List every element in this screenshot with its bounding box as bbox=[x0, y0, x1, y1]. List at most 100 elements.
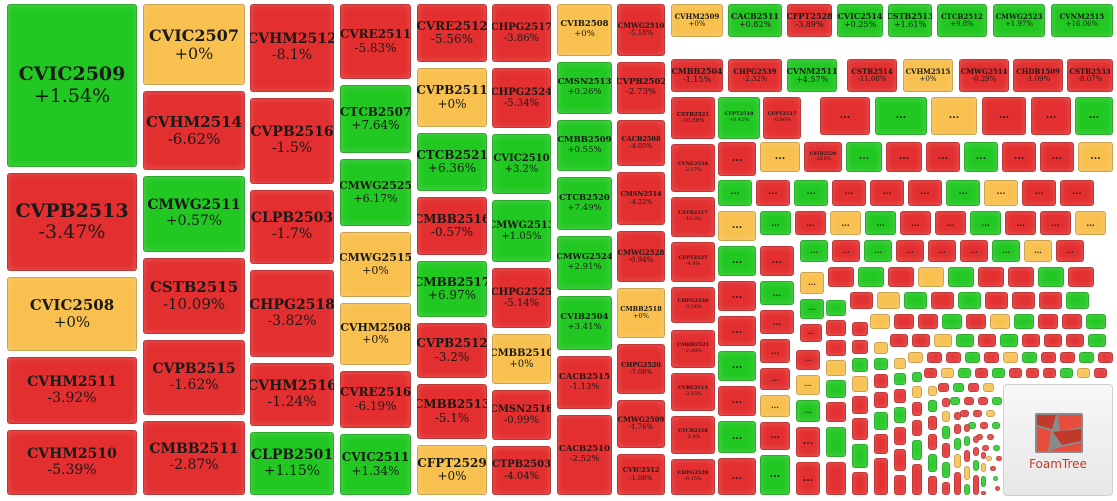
small-tile[interactable] bbox=[954, 424, 961, 434]
tile-cvhm2511[interactable]: CVHM2511 -3.92% bbox=[7, 357, 137, 424]
small-tile[interactable] bbox=[1000, 334, 1018, 347]
small-tile[interactable] bbox=[960, 410, 969, 417]
small-tile[interactable]: ... bbox=[984, 180, 1018, 206]
small-tile[interactable] bbox=[978, 334, 996, 347]
small-tile[interactable]: ... bbox=[832, 240, 860, 262]
small-tile[interactable] bbox=[928, 416, 937, 430]
tile-cvre2511[interactable]: CVRE2511 -5.83% bbox=[340, 4, 411, 79]
tile-cfpt2529[interactable]: CFPT2529 +0% bbox=[417, 445, 487, 495]
small-tile[interactable] bbox=[990, 314, 1010, 329]
small-tile[interactable]: ... bbox=[718, 211, 756, 241]
small-tile[interactable] bbox=[894, 475, 906, 495]
tile-cmbb2518[interactable]: CMBB2518 +0% bbox=[617, 288, 665, 338]
small-tile[interactable] bbox=[1043, 368, 1056, 378]
small-tile[interactable] bbox=[958, 292, 981, 309]
small-tile[interactable] bbox=[874, 392, 888, 408]
small-tile[interactable]: ... bbox=[760, 395, 790, 417]
small-tile[interactable] bbox=[992, 397, 1002, 405]
small-tile[interactable]: ... bbox=[718, 386, 756, 416]
tile-chpg2528[interactable]: CHPG2528 -0.15% bbox=[671, 459, 715, 495]
small-tile[interactable]: ... bbox=[1005, 211, 1036, 235]
tile-cvhm2510[interactable]: CVHM2510 -5.39% bbox=[7, 430, 137, 495]
small-tile[interactable] bbox=[894, 373, 906, 385]
small-tile[interactable] bbox=[973, 410, 982, 417]
small-tile[interactable] bbox=[981, 476, 986, 487]
tile-cstb2514[interactable]: CSTB2514 -11.08% bbox=[847, 59, 897, 92]
tile-chdb1509[interactable]: CHDB1509 -1.09% bbox=[1013, 59, 1063, 92]
small-tile[interactable]: ... bbox=[896, 240, 924, 262]
small-tile[interactable] bbox=[928, 386, 937, 396]
foamtree-logo[interactable]: FoamTree bbox=[1003, 384, 1113, 496]
small-tile[interactable]: ... bbox=[870, 180, 904, 206]
small-tile[interactable]: ... bbox=[865, 211, 896, 235]
small-tile[interactable]: ... bbox=[864, 240, 892, 262]
small-tile[interactable] bbox=[852, 418, 868, 440]
small-tile[interactable] bbox=[826, 380, 846, 398]
tile-cvic2507[interactable]: CVIC2507 +0% bbox=[143, 4, 245, 85]
small-tile[interactable] bbox=[894, 314, 914, 329]
small-tile[interactable]: ... bbox=[946, 180, 980, 206]
tile-cfpt2537[interactable]: CFPT2537 -4.4% bbox=[671, 242, 715, 282]
small-tile[interactable]: ... bbox=[795, 211, 826, 235]
small-tile[interactable] bbox=[1008, 267, 1034, 287]
small-tile[interactable] bbox=[908, 352, 923, 363]
small-tile[interactable] bbox=[996, 456, 1002, 461]
small-tile[interactable] bbox=[1022, 352, 1037, 363]
small-tile[interactable] bbox=[993, 476, 998, 481]
tile-chpg2525[interactable]: CHPG2525 -5.14% bbox=[492, 268, 551, 328]
small-tile[interactable] bbox=[852, 444, 868, 468]
small-tile[interactable] bbox=[870, 314, 890, 329]
tile-cmwg2513[interactable]: CMWG2513+1.05% bbox=[492, 200, 551, 262]
small-tile[interactable]: ... bbox=[718, 142, 756, 176]
small-tile[interactable] bbox=[912, 334, 930, 347]
tile-ctcb2520[interactable]: CTCB2520 +7.49% bbox=[557, 177, 612, 230]
small-tile[interactable]: ... bbox=[800, 324, 822, 342]
small-tile[interactable] bbox=[978, 397, 988, 405]
tile-ctcb2512[interactable]: CTCB2512 +9.8% bbox=[937, 4, 987, 37]
tile-cvpb2513[interactable]: CVPB2513 -3.47% bbox=[7, 173, 137, 271]
small-tile[interactable] bbox=[973, 460, 979, 471]
tile-cmbb2521[interactable]: CMBB2521 -2.08% bbox=[671, 330, 715, 368]
small-tile[interactable]: ... bbox=[718, 246, 756, 276]
tile-cvhm2515[interactable]: CVHM2515 +0% bbox=[903, 59, 953, 92]
small-tile[interactable] bbox=[1062, 314, 1082, 329]
small-tile[interactable] bbox=[954, 454, 961, 468]
small-tile[interactable] bbox=[964, 397, 974, 405]
small-tile[interactable]: ... bbox=[830, 211, 861, 235]
small-tile[interactable]: ... bbox=[1040, 142, 1074, 172]
tile-cvib2504[interactable]: CVIB2504 +3.41% bbox=[557, 296, 612, 350]
small-tile[interactable] bbox=[852, 376, 868, 392]
tile-cvic2508[interactable]: CVIC2508 +0% bbox=[7, 277, 137, 351]
small-tile[interactable]: ... bbox=[796, 350, 820, 370]
small-tile[interactable]: ... bbox=[800, 240, 828, 262]
tile-cmsn2514[interactable]: CMSN2514 -4.22% bbox=[617, 172, 665, 225]
small-tile[interactable] bbox=[1003, 352, 1018, 363]
small-tile[interactable]: ... bbox=[1031, 97, 1071, 135]
tile-cstb2513[interactable]: CSTB2513 +1.61% bbox=[888, 4, 932, 37]
small-tile[interactable]: ... bbox=[800, 299, 824, 319]
small-tile[interactable] bbox=[964, 450, 970, 462]
small-tile[interactable] bbox=[987, 434, 994, 440]
small-tile[interactable] bbox=[976, 434, 983, 440]
small-tile[interactable] bbox=[912, 440, 922, 460]
small-tile[interactable] bbox=[964, 484, 970, 495]
small-tile[interactable] bbox=[954, 472, 961, 495]
small-tile[interactable] bbox=[953, 383, 964, 392]
tile-chpg2517[interactable]: CHPG2517 -3.86% bbox=[492, 4, 551, 62]
small-tile[interactable] bbox=[850, 292, 873, 309]
small-tile[interactable]: ... bbox=[960, 240, 988, 262]
tile-cvpb2511[interactable]: CVPB2511 +0% bbox=[417, 68, 487, 127]
tile-cvic2510[interactable]: CVIC2510 +3.2% bbox=[492, 134, 551, 194]
small-tile[interactable] bbox=[874, 434, 888, 454]
small-tile[interactable] bbox=[964, 466, 970, 480]
tile-cstb2517[interactable]: CSTB2517 -10.8% bbox=[671, 197, 715, 237]
small-tile[interactable] bbox=[826, 427, 846, 457]
tile-cvpb2516[interactable]: CVPB2516 -1.5% bbox=[250, 98, 334, 184]
tile-cvnm2515[interactable]: CVNM2515 +16.06% bbox=[1051, 4, 1113, 37]
small-tile[interactable]: ... bbox=[1056, 240, 1084, 262]
small-tile[interactable]: ... bbox=[875, 97, 927, 135]
small-tile[interactable] bbox=[852, 396, 868, 414]
small-tile[interactable]: ... bbox=[1002, 142, 1036, 172]
small-tile[interactable] bbox=[894, 389, 906, 403]
small-tile[interactable]: ... bbox=[992, 240, 1020, 262]
